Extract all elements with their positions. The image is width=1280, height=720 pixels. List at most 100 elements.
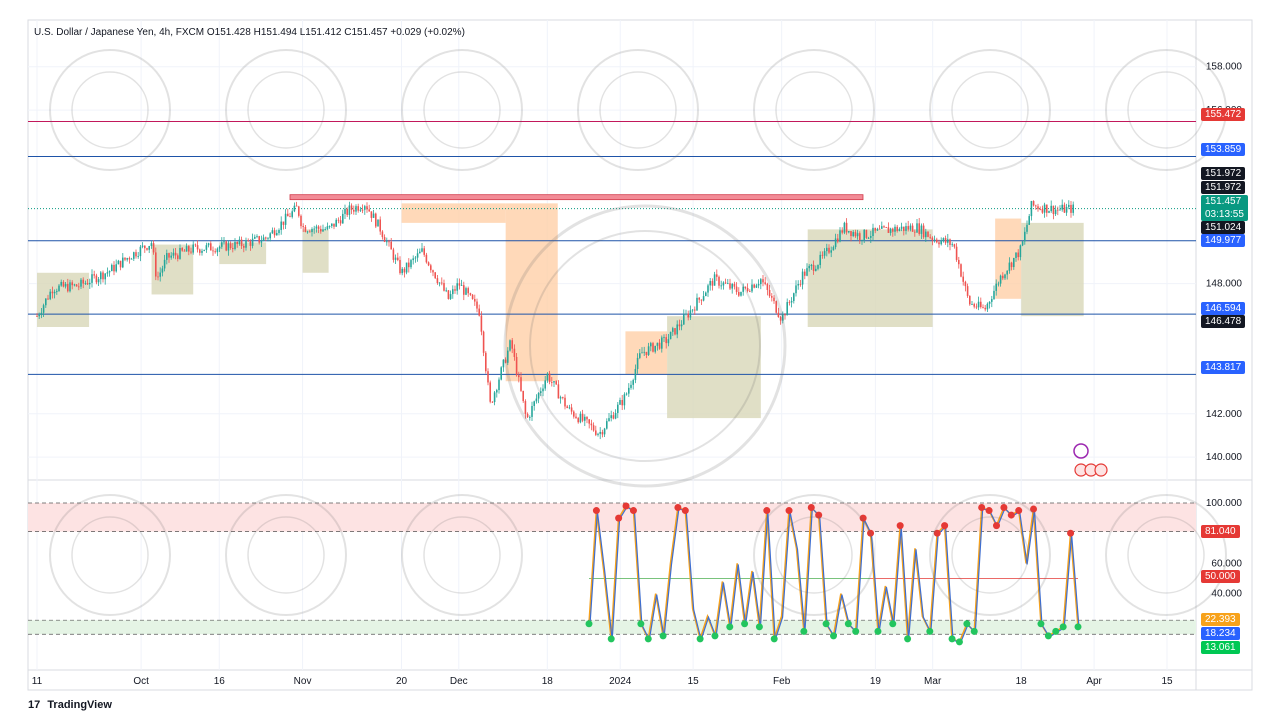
candle-body bbox=[150, 243, 153, 247]
candle-body bbox=[427, 262, 430, 266]
candle-body bbox=[265, 237, 267, 239]
candle-body bbox=[238, 239, 241, 244]
osc-trough-point bbox=[822, 620, 830, 628]
candle-body bbox=[102, 272, 104, 280]
last-price: 151.457 bbox=[1205, 196, 1242, 207]
candle-body bbox=[661, 337, 663, 349]
tradingview-brand[interactable]: 17 TradingView bbox=[28, 699, 112, 711]
chart-header: U.S. Dollar / Japanese Yen, 4h, FXCM O15… bbox=[34, 27, 465, 38]
candle-body bbox=[240, 239, 243, 246]
candle-body bbox=[1010, 262, 1013, 268]
candle-body bbox=[304, 226, 307, 232]
candle-body bbox=[324, 229, 326, 230]
candle-body bbox=[678, 324, 681, 327]
candle-body bbox=[496, 390, 498, 393]
candle-body bbox=[119, 260, 122, 268]
candle-body bbox=[113, 264, 115, 272]
candle-body bbox=[62, 281, 65, 287]
candle-body bbox=[696, 297, 698, 311]
osc-trough-point bbox=[659, 632, 667, 640]
candle-body bbox=[500, 367, 502, 380]
candle-body bbox=[42, 305, 45, 313]
candle-body bbox=[454, 289, 456, 291]
osc-peak-point bbox=[622, 502, 630, 510]
candle-body bbox=[1070, 204, 1072, 213]
candle-body bbox=[58, 285, 60, 291]
candle-body bbox=[111, 264, 113, 272]
watermark-seal-ring bbox=[247, 516, 325, 594]
candle-body bbox=[1046, 204, 1048, 213]
osc-trough-point bbox=[1074, 623, 1082, 631]
candle-body bbox=[548, 373, 551, 383]
candle-body bbox=[689, 310, 692, 318]
candle-body bbox=[933, 239, 936, 241]
change-value: +0.029 (+0.02%) bbox=[390, 27, 465, 38]
candle-body bbox=[1030, 201, 1033, 217]
candle-body bbox=[650, 343, 652, 347]
bar-countdown: 03:13:55 bbox=[1205, 209, 1244, 220]
y-tick-label: 140.000 bbox=[1206, 452, 1243, 463]
candle-body bbox=[71, 282, 73, 286]
candle-body bbox=[414, 257, 417, 259]
candle-body bbox=[819, 254, 821, 266]
candle-body bbox=[872, 227, 874, 237]
candle-body bbox=[1032, 201, 1035, 206]
candle-body bbox=[969, 295, 971, 305]
candle-body bbox=[683, 314, 685, 325]
candle-body bbox=[984, 307, 986, 310]
candle-body bbox=[896, 226, 898, 231]
candle-body bbox=[718, 276, 720, 286]
candle-body bbox=[815, 268, 817, 271]
candle-body bbox=[401, 268, 403, 274]
candle-body bbox=[115, 264, 117, 272]
candle-body bbox=[861, 239, 863, 241]
candle-body bbox=[808, 266, 810, 269]
candle-body bbox=[192, 244, 194, 253]
candle-body bbox=[78, 286, 80, 288]
candle-body bbox=[216, 248, 219, 253]
lightning-icon bbox=[1073, 443, 1089, 459]
candle-body bbox=[491, 401, 494, 403]
candle-body bbox=[148, 246, 150, 250]
osc-tick-label: 40.000 bbox=[1211, 589, 1242, 600]
candle-body bbox=[669, 331, 672, 340]
candle-body bbox=[540, 391, 542, 394]
candle-body bbox=[179, 247, 181, 259]
candle-body bbox=[355, 206, 357, 212]
candle-body bbox=[469, 293, 472, 295]
osc-peak-point bbox=[1000, 504, 1008, 512]
candle-body bbox=[685, 313, 687, 315]
zone bbox=[1021, 222, 1084, 317]
candle-body bbox=[999, 275, 1002, 284]
candle-body bbox=[425, 254, 428, 263]
candle-body bbox=[256, 236, 258, 237]
candle-body bbox=[381, 231, 384, 238]
candle-body bbox=[986, 303, 989, 310]
candle-body bbox=[665, 337, 667, 344]
candle-body bbox=[408, 262, 410, 268]
candle-body bbox=[383, 237, 386, 242]
candle-body bbox=[128, 258, 131, 260]
candle-body bbox=[390, 241, 392, 250]
candle-body bbox=[856, 233, 859, 237]
candle-body bbox=[909, 225, 912, 230]
candle-body bbox=[177, 255, 179, 259]
candle-body bbox=[82, 279, 84, 284]
candle-body bbox=[623, 394, 626, 406]
x-tick-label: 15 bbox=[1161, 676, 1173, 687]
candle-body bbox=[91, 274, 93, 283]
candle-body bbox=[104, 273, 106, 280]
candle-body bbox=[940, 240, 942, 245]
candle-body bbox=[731, 283, 733, 289]
candle-body bbox=[601, 432, 604, 435]
candle-body bbox=[135, 252, 137, 257]
candle-body bbox=[832, 247, 835, 251]
candle-body bbox=[544, 380, 546, 389]
candle-body bbox=[1021, 241, 1024, 246]
candle-body bbox=[749, 291, 751, 292]
candle-body bbox=[476, 301, 478, 309]
candle-body bbox=[674, 328, 676, 335]
candle-body bbox=[93, 274, 95, 276]
candle-body bbox=[1008, 262, 1011, 271]
